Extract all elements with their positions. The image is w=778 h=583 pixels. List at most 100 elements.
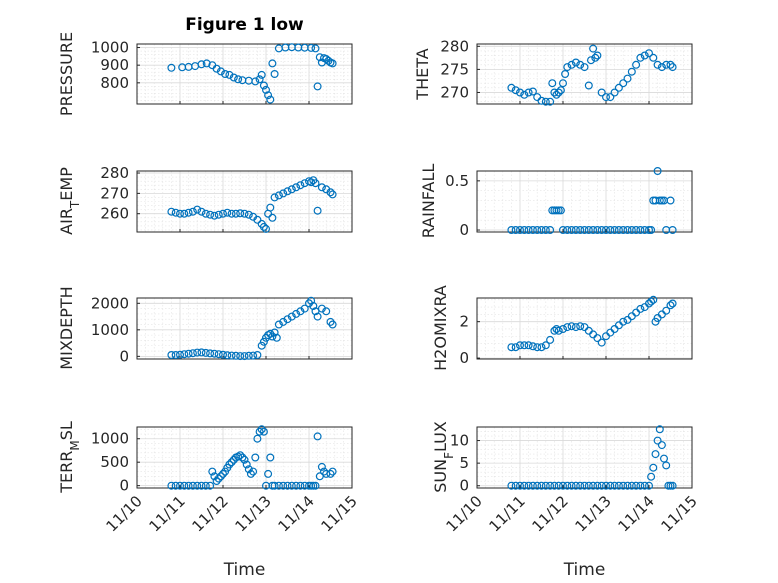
data-point [287,185,296,194]
y-axis-label: RAINFALL [419,164,438,239]
data-point [556,86,565,95]
y-axis-label: PRESSURE [57,32,76,116]
data-point [537,481,546,490]
data-point [520,341,529,350]
x-tick-label: 11/10 [103,492,146,535]
data-point [541,481,550,490]
data-point [651,450,660,459]
data-point [647,297,656,306]
plot-area: 0 1000 2000 [91,294,353,365]
data-point [515,226,524,235]
data-point [219,350,228,359]
plot-area: 00.5 [445,167,693,239]
data-point [311,179,320,188]
data-point [533,343,542,352]
data-point [197,348,206,357]
data-point [511,86,520,95]
ylabel-subscript: T [68,200,82,209]
data-point [283,187,292,196]
data-point [296,181,305,190]
data-point [668,226,677,235]
data-point [259,337,268,346]
ylabel-subscript: F [442,452,456,459]
data-point [515,481,524,490]
data-point [627,67,636,76]
y-tick-label: 0 [119,347,129,365]
data-point [614,481,623,490]
data-point [546,97,555,106]
data-point [589,226,598,235]
data-point [322,307,331,316]
data-point [576,60,585,69]
data-point [292,309,301,318]
axes-frame [476,426,693,489]
data-point [550,326,559,335]
data-point [274,320,283,329]
y-tick-label: 2000 [91,294,129,312]
data-point [326,188,335,197]
data-point [266,203,275,212]
data-point [311,481,320,490]
data-point [528,87,537,96]
data-point [655,425,664,434]
data-point [296,481,305,490]
data-point [610,481,619,490]
data-point [666,196,675,205]
x-tick-label: 11/12 [189,492,232,535]
data-point [567,60,576,69]
axes-box [476,170,693,233]
data-point [541,97,550,106]
plot-area: 270 275 280 [440,37,693,106]
data-point [601,226,610,235]
y-tick-label: 270 [100,184,129,202]
plot-area: 0 500 1000 11/10 11/11 11/12 11/13 11/14 11/15 [91,425,361,535]
data-point [184,349,193,358]
data-point [197,60,206,69]
data-point [662,306,671,315]
data-point [636,226,645,235]
data-point [649,295,658,304]
data-point [197,207,206,216]
data-point [668,481,677,490]
data-point [210,211,219,220]
data-point [249,351,258,360]
data-point [328,59,337,68]
data-point [584,81,593,90]
data-point [266,453,275,462]
data-point [576,481,585,490]
axes-frame [476,170,693,233]
y-tick-label: 275 [440,60,469,78]
y-tick-label: 280 [440,37,469,55]
axes-box [136,297,353,360]
data-point [202,59,211,68]
data-point [214,210,223,219]
data-point [584,226,593,235]
data-point [201,348,210,357]
data-series [167,176,337,233]
data-point [554,88,563,97]
data-point [257,341,266,350]
data-point [537,226,546,235]
data-point [167,481,176,490]
data-point [546,481,555,490]
data-point [593,481,602,490]
ylabel-part: SL [57,421,76,440]
data-point [524,341,533,350]
data-point [307,43,316,52]
data-point [328,190,337,199]
data-point [279,317,288,326]
data-point [311,44,320,53]
data-point [623,226,632,235]
y-axis-label: SUNFLUX [431,421,456,493]
data-point [279,481,288,490]
data-series [167,296,337,361]
y-tick-label: 1000 [91,39,129,57]
data-point [515,88,524,97]
data-point [507,481,516,490]
subplot-theta: 270 275 280 THETA [413,37,693,106]
data-point [668,63,677,72]
x-tick-label: 11/11 [146,492,189,535]
data-point [309,481,318,490]
data-point [537,96,546,105]
